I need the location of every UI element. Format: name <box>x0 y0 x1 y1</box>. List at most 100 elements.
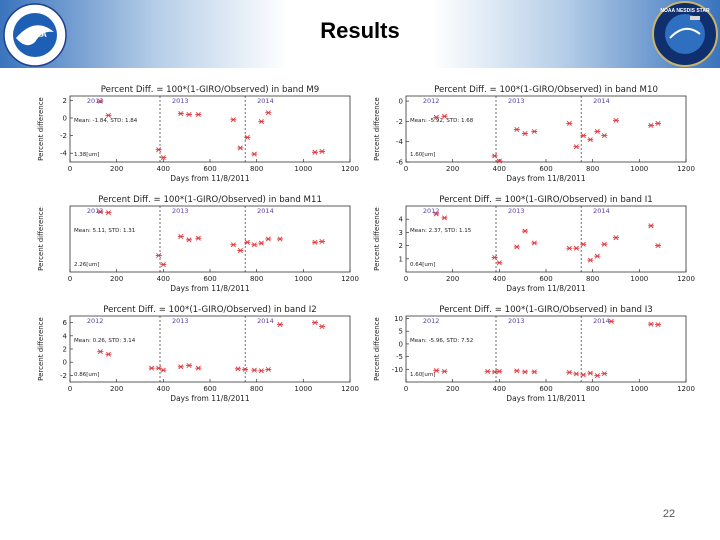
data-point <box>580 372 587 378</box>
data-point <box>513 368 520 374</box>
nesdis-logo-text: NOAA NESDIS STAR <box>660 8 710 14</box>
x-tick-label: 400 <box>157 275 170 283</box>
data-point <box>594 253 601 259</box>
data-point <box>594 373 601 379</box>
y-axis-label: Percent difference <box>373 207 381 271</box>
plot-frame <box>69 205 351 273</box>
data-point <box>319 238 325 244</box>
year-label: 2013 <box>172 207 189 215</box>
x-tick-label: 200 <box>446 165 459 173</box>
y-tick-label: -2 <box>396 118 403 126</box>
x-tick-label: 0 <box>68 275 72 283</box>
data-point <box>566 245 573 251</box>
year-label: 2013 <box>172 97 189 105</box>
x-tick-label: 600 <box>539 275 552 283</box>
data-point <box>277 236 283 242</box>
year-label: 2013 <box>508 317 525 325</box>
x-tick-label: 400 <box>157 385 170 393</box>
y-tick-label: 6 <box>63 319 68 327</box>
wavelength-annotation: 2.26[um] <box>74 262 99 268</box>
data-point <box>441 215 448 221</box>
x-tick-label: 600 <box>203 385 216 393</box>
data-point <box>484 368 491 374</box>
data-point <box>186 362 192 369</box>
data-point <box>613 235 619 241</box>
plot-frame <box>69 95 351 163</box>
data-point <box>531 129 538 135</box>
x-tick-label: 600 <box>203 275 216 283</box>
data-point <box>244 134 251 140</box>
chart-band-panel-3: Percent Diff. = 100*(1-GIRO/Observed) in… <box>37 195 359 293</box>
data-point <box>522 131 528 137</box>
x-axis-label: Days from 11/8/2011 <box>170 284 250 293</box>
data-point <box>573 245 580 251</box>
data-point <box>587 257 594 263</box>
data-point <box>601 241 608 247</box>
data-point <box>573 371 580 377</box>
data-point <box>258 240 265 246</box>
x-tick-label: 1200 <box>677 275 695 283</box>
wavelength-annotation: 0.64[um] <box>410 262 435 268</box>
data-point <box>258 368 265 374</box>
y-tick-label: 2 <box>399 242 403 250</box>
data-point <box>251 151 258 157</box>
plot-frame <box>405 315 687 383</box>
data-point <box>491 369 498 375</box>
wavelength-annotation: 0.86[um] <box>74 372 99 378</box>
chart-band-panel-1: Percent Diff. = 100*(1-GIRO/Observed) in… <box>37 85 359 183</box>
x-tick-label: 1000 <box>630 165 648 173</box>
data-point <box>648 223 654 229</box>
data-point <box>155 365 162 371</box>
x-tick-label: 1000 <box>294 275 312 283</box>
x-tick-label: 200 <box>110 275 123 283</box>
data-point <box>105 210 112 216</box>
data-point <box>613 117 619 123</box>
nesdis-star-logo: NOAA NESDIS STAR <box>652 1 718 67</box>
x-tick-label: 200 <box>446 275 459 283</box>
x-tick-label: 400 <box>493 385 506 393</box>
data-point <box>97 349 104 355</box>
year-label: 2012 <box>87 317 104 325</box>
data-point <box>580 133 587 139</box>
y-tick-label: 4 <box>63 332 68 340</box>
stats-annotation: Mean: -5.92, STD: 1.68 <box>410 118 474 124</box>
chart-title: Percent Diff. = 100*(1-GIRO/Observed) in… <box>103 305 317 315</box>
data-point <box>580 241 587 247</box>
y-axis-label: Percent difference <box>373 317 381 381</box>
x-axis-label: Days from 11/8/2011 <box>506 394 586 403</box>
chart-title: Percent Diff. = 100*(1-GIRO/Observed) in… <box>101 85 319 95</box>
data-point <box>148 365 155 371</box>
x-tick-label: 800 <box>250 165 263 173</box>
stats-annotation: Mean: 2.37, STD: 1.15 <box>410 228 472 234</box>
chart-band-panel-4: Percent Diff. = 100*(1-GIRO/Observed) in… <box>373 195 695 293</box>
data-point <box>97 209 104 215</box>
x-tick-label: 0 <box>68 385 72 393</box>
data-point <box>496 368 503 374</box>
x-tick-label: 600 <box>539 385 552 393</box>
y-axis-label: Percent difference <box>373 97 381 161</box>
data-point <box>160 262 167 268</box>
data-point <box>237 248 244 254</box>
data-point <box>244 239 251 245</box>
year-label: 2013 <box>508 207 525 215</box>
data-point <box>319 148 325 154</box>
y-axis-label: Percent difference <box>37 317 45 381</box>
year-label: 2014 <box>593 317 610 325</box>
y-tick-label: -2 <box>60 372 67 380</box>
data-point <box>312 320 318 326</box>
x-tick-label: 400 <box>157 165 170 173</box>
y-tick-label: 0 <box>63 359 67 367</box>
data-point <box>573 144 580 150</box>
data-point <box>312 239 318 245</box>
x-tick-label: 1000 <box>294 385 312 393</box>
plot-frame <box>405 95 687 163</box>
data-point <box>655 322 661 328</box>
y-tick-label: 10 <box>394 315 403 323</box>
x-tick-label: 200 <box>446 385 459 393</box>
data-point <box>648 321 654 327</box>
x-axis-label: Days from 11/8/2011 <box>506 174 586 183</box>
x-axis-label: Days from 11/8/2011 <box>170 174 250 183</box>
data-point <box>513 126 520 133</box>
x-tick-label: 0 <box>404 275 408 283</box>
data-point <box>265 236 272 242</box>
